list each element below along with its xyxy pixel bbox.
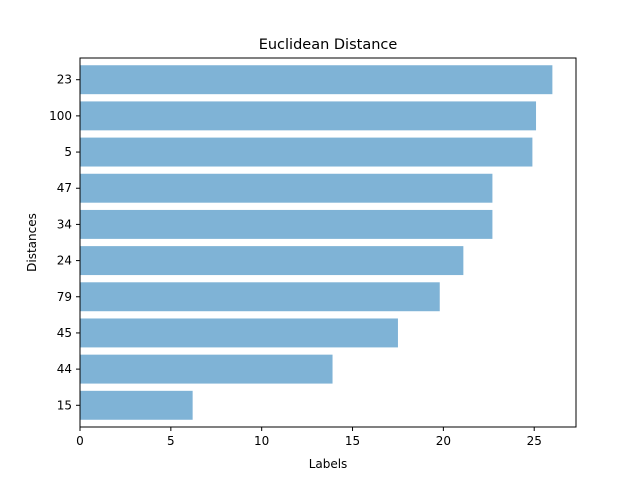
y-tick-label: 15 (57, 398, 72, 412)
x-tick-label: 10 (254, 434, 269, 448)
bar-23 (80, 65, 553, 95)
bar-44 (80, 354, 333, 384)
x-tick-label: 5 (167, 434, 175, 448)
x-tick-label: 0 (76, 434, 84, 448)
bar-45 (80, 318, 398, 348)
bars-group (80, 65, 553, 420)
x-tick-label: 20 (436, 434, 451, 448)
bar-79 (80, 282, 440, 312)
y-tick-label: 5 (64, 145, 72, 159)
bar-15 (80, 390, 193, 420)
bar-5 (80, 137, 533, 167)
y-tick-label: 23 (57, 73, 72, 87)
bar-34 (80, 209, 493, 239)
y-tick-label: 44 (57, 362, 72, 376)
x-axis-label: Labels (309, 457, 348, 471)
y-axis-label: Distances (25, 213, 39, 272)
y-tick-label: 100 (49, 109, 72, 123)
y-tick-label: 47 (57, 181, 72, 195)
x-tick-label: 25 (527, 434, 542, 448)
y-tick-label: 34 (57, 217, 72, 231)
chart-title: Euclidean Distance (259, 37, 398, 53)
bar-24 (80, 246, 464, 276)
x-tick-label: 15 (345, 434, 360, 448)
bar-100 (80, 101, 537, 131)
y-tick-label: 79 (57, 290, 72, 304)
y-axis-ticks: 23 100 5 47 34 24 79 45 44 15 (49, 73, 80, 412)
plot-frame (79, 57, 577, 428)
y-tick-label: 24 (57, 254, 72, 268)
y-tick-label: 45 (57, 326, 72, 340)
bar-47 (80, 173, 493, 203)
x-axis-ticks: 0 5 10 15 20 25 (76, 427, 542, 448)
